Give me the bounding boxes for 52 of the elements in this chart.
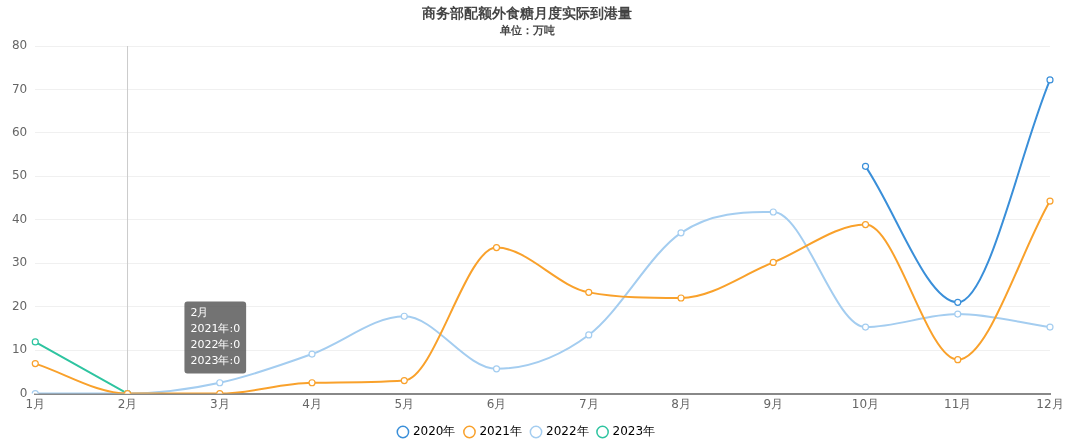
point (954, 356, 962, 364)
y-tick-label: 50 (11, 168, 28, 183)
chart-title: 商务部配额外食糖月度实际到港量 (421, 5, 632, 22)
point (769, 208, 777, 216)
point (1046, 197, 1054, 205)
legend-label: 2022年 (546, 424, 589, 439)
x-tick-label: 10月 (851, 396, 880, 411)
point (954, 298, 962, 306)
x-tick-label: 12月 (1036, 396, 1064, 411)
point (31, 338, 39, 346)
point (400, 376, 408, 385)
point (677, 229, 685, 237)
x-tick-label: 11月 (944, 396, 972, 411)
y-tick-label: 0 (19, 385, 28, 400)
point (769, 258, 777, 266)
point (861, 220, 870, 229)
point (216, 379, 224, 387)
x-tick-label: 5月 (394, 396, 415, 411)
point (861, 162, 870, 170)
x-tick-label: 7月 (578, 396, 599, 411)
point (308, 350, 316, 358)
point (31, 360, 39, 368)
y-tick-label: 60 (11, 125, 28, 140)
y-tick-label: 40 (11, 211, 28, 226)
y-tick-label: 20 (11, 298, 28, 313)
legend-label: 2020年 (412, 424, 456, 439)
x-tick-label: 9月 (763, 396, 784, 411)
x-tick-label: 8月 (671, 396, 691, 411)
chart-subtitle: 单位：万吨 (498, 24, 555, 38)
point (1046, 323, 1054, 331)
legend-label: 2021年 (479, 424, 523, 439)
point (400, 312, 408, 320)
x-tick-label: 2月 (117, 396, 138, 411)
y-tick-label: 70 (11, 81, 28, 96)
point (492, 244, 501, 252)
point (492, 365, 501, 373)
point (585, 288, 593, 296)
x-tick-label: 1月 (25, 396, 46, 411)
x-tick-label: 4月 (302, 396, 322, 411)
point (308, 379, 316, 387)
x-tick-label: 3月 (209, 396, 230, 411)
y-tick-label: 10 (11, 342, 28, 357)
legend-label: 2023年 (612, 424, 656, 439)
point (1046, 76, 1054, 84)
point (861, 323, 870, 331)
annotation: 2月 2021年:0 2022年:0 2023年:0 (190, 305, 241, 367)
y-tick-label: 80 (11, 38, 28, 53)
x-tick-label: 6月 (486, 396, 507, 411)
point (954, 310, 962, 318)
point (677, 294, 685, 302)
y-tick-label: 30 (11, 255, 28, 270)
point (585, 331, 593, 339)
